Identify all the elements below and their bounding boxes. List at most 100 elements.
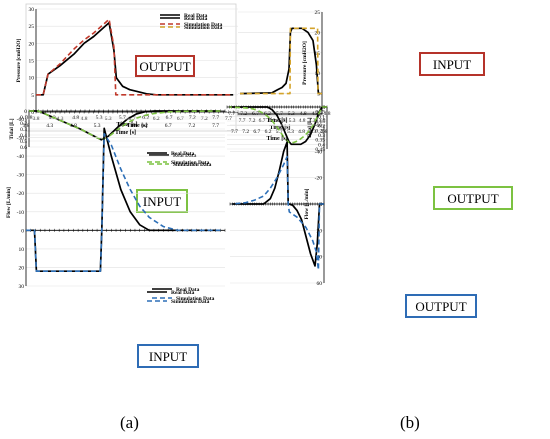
- y-tick-label: 5: [31, 93, 34, 99]
- y-tick-label: 5: [317, 92, 320, 98]
- annotation-label: INPUT: [149, 349, 187, 364]
- x-tick-label: 6.2: [265, 129, 272, 135]
- legend-label: Simulation Data: [176, 296, 215, 302]
- x-tick-label: 6.7: [165, 123, 172, 129]
- x-tick-label: 3.8: [321, 129, 328, 135]
- y-tick-label: 0: [322, 105, 325, 111]
- chart-a3: -60 -50 -40 -30 -20 -10 0 10 20 30 3.8 4.3 4.8 5.3 5.7…: [6, 117, 226, 368]
- x-axis-title: Time [s]: [116, 122, 137, 128]
- x-tick-label: 4.8: [70, 123, 77, 129]
- series-line-real: [26, 127, 221, 273]
- y-tick-label: -20: [315, 176, 323, 182]
- x-axis-title: Time [s]: [266, 118, 287, 124]
- annotation-box: [405, 294, 477, 318]
- y-axis-title: Flow [L/min]: [6, 187, 12, 218]
- series-line-simulation: [26, 133, 221, 272]
- legend-label: Real Data: [171, 290, 195, 296]
- panel-caption-b: (b): [400, 413, 420, 432]
- x-tick-label: 7.7: [212, 115, 219, 121]
- y-tick-label: 10: [19, 247, 25, 253]
- x-tick-label: 3.8: [26, 115, 33, 121]
- series-line-real: [239, 27, 322, 95]
- y-tick-label: 0.2: [20, 121, 27, 127]
- x-tick-label: 7.2: [189, 115, 196, 121]
- x-tick-label: 4.8: [298, 129, 305, 135]
- panel-caption-a: (a): [120, 413, 139, 432]
- x-tick-label: 7.7: [231, 129, 238, 135]
- x-tick-label: 4.3: [312, 111, 319, 117]
- series-line-simulation: [36, 18, 234, 96]
- y-tick-label: -60: [315, 123, 323, 129]
- x-axis-title: Time [s]: [266, 136, 287, 142]
- y-tick-label: 60: [317, 281, 323, 287]
- annotation-label: OUTPUT: [415, 299, 466, 314]
- series-line-simulation: [240, 27, 322, 95]
- y-tick-label: 0.3: [318, 133, 325, 139]
- y-tick-label: -40: [315, 149, 323, 155]
- legend-label: Simulation Data: [171, 160, 210, 166]
- legend-label: Real Data: [176, 287, 200, 293]
- x-axis-title: Time [s]: [269, 125, 290, 131]
- x-tick-label: 6.2: [141, 123, 148, 129]
- x-tick-label: 4.3: [49, 115, 56, 121]
- y-tick-label: 25: [315, 10, 321, 16]
- x-tick-label: 7.7: [212, 123, 219, 129]
- y-tick-label: 20: [29, 41, 35, 47]
- y-tick-label: 0.6: [20, 145, 27, 151]
- x-tick-label: 6.7: [253, 129, 260, 135]
- y-tick-label: 0.35: [315, 138, 325, 144]
- x-tick-label: 4.3: [46, 123, 53, 129]
- y-tick-label: 0.4: [20, 133, 27, 139]
- y-tick-label: 30: [19, 284, 25, 290]
- y-tick-label: 0: [21, 228, 24, 234]
- x-tick-label: 3.8: [324, 111, 331, 117]
- x-tick-label: 5.3: [94, 123, 101, 129]
- y-tick-label: 0.2: [318, 124, 325, 130]
- y-tick-label: 20: [19, 265, 25, 271]
- x-tick-label: 7.2: [242, 129, 249, 135]
- legend-label: Simulation Data: [184, 25, 223, 31]
- annotation-box: [135, 55, 195, 77]
- y-tick-label: -60: [17, 117, 25, 123]
- chart-b2: 00.050.10.150.20.250.30.350.40.453.84.34…: [149, 105, 513, 210]
- x-tick-label: 5.3: [287, 129, 294, 135]
- x-tick-label: 5.7: [276, 129, 283, 135]
- x-tick-label: 3.8: [23, 123, 30, 129]
- annotation-label: INPUT: [143, 194, 181, 209]
- x-tick-label: 7.2: [188, 123, 195, 129]
- y-tick-label: -40: [17, 154, 25, 160]
- legend-label: Real Data: [171, 151, 195, 157]
- y-tick-label: 0: [31, 110, 34, 116]
- annotation-box: [433, 186, 513, 210]
- y-tick-label: 0: [24, 109, 27, 115]
- y-tick-label: -20: [17, 191, 25, 197]
- y-tick-label: 0.05: [315, 110, 325, 116]
- y-tick-label: 0.1: [318, 114, 325, 120]
- series-line-simulation: [29, 110, 221, 141]
- y-tick-label: 0.4: [318, 142, 325, 148]
- legend-label: Real Data: [184, 13, 208, 19]
- y-axis-title: Pressure [cmH2O]: [16, 39, 22, 83]
- x-tick-label: 4.8: [72, 115, 79, 121]
- x-tick-label: 4.8: [300, 111, 307, 117]
- y-tick-label: 25: [29, 24, 35, 30]
- legend-label: Simulation Data: [173, 162, 212, 168]
- y-tick-label: 0.15: [315, 119, 325, 125]
- series-line-simulation: [232, 155, 324, 271]
- x-tick-label: 6.2: [142, 115, 149, 121]
- legend-label: Real Data: [184, 16, 208, 22]
- x-tick-label: 4.3: [309, 129, 316, 135]
- y-tick-label: 0.3: [20, 127, 27, 133]
- y-tick-label: 0.1: [20, 115, 27, 121]
- y-tick-label: 0.25: [315, 128, 325, 134]
- chart-a2: 00.10.20.30.40.50.63.8 4.3 4.8 5.3 5.7 6.2 6.7…: [9, 109, 226, 213]
- x-tick-label: 7.2: [240, 111, 247, 117]
- y-tick-label: 15: [29, 59, 35, 65]
- chart-frame: [25, 3, 237, 132]
- annotation-label: OUTPUT: [139, 59, 190, 74]
- series-line-real: [232, 141, 324, 267]
- y-tick-label: -30: [17, 173, 25, 179]
- x-tick-label: 6.2: [264, 111, 271, 117]
- x-tick-label: 5.3: [288, 111, 295, 117]
